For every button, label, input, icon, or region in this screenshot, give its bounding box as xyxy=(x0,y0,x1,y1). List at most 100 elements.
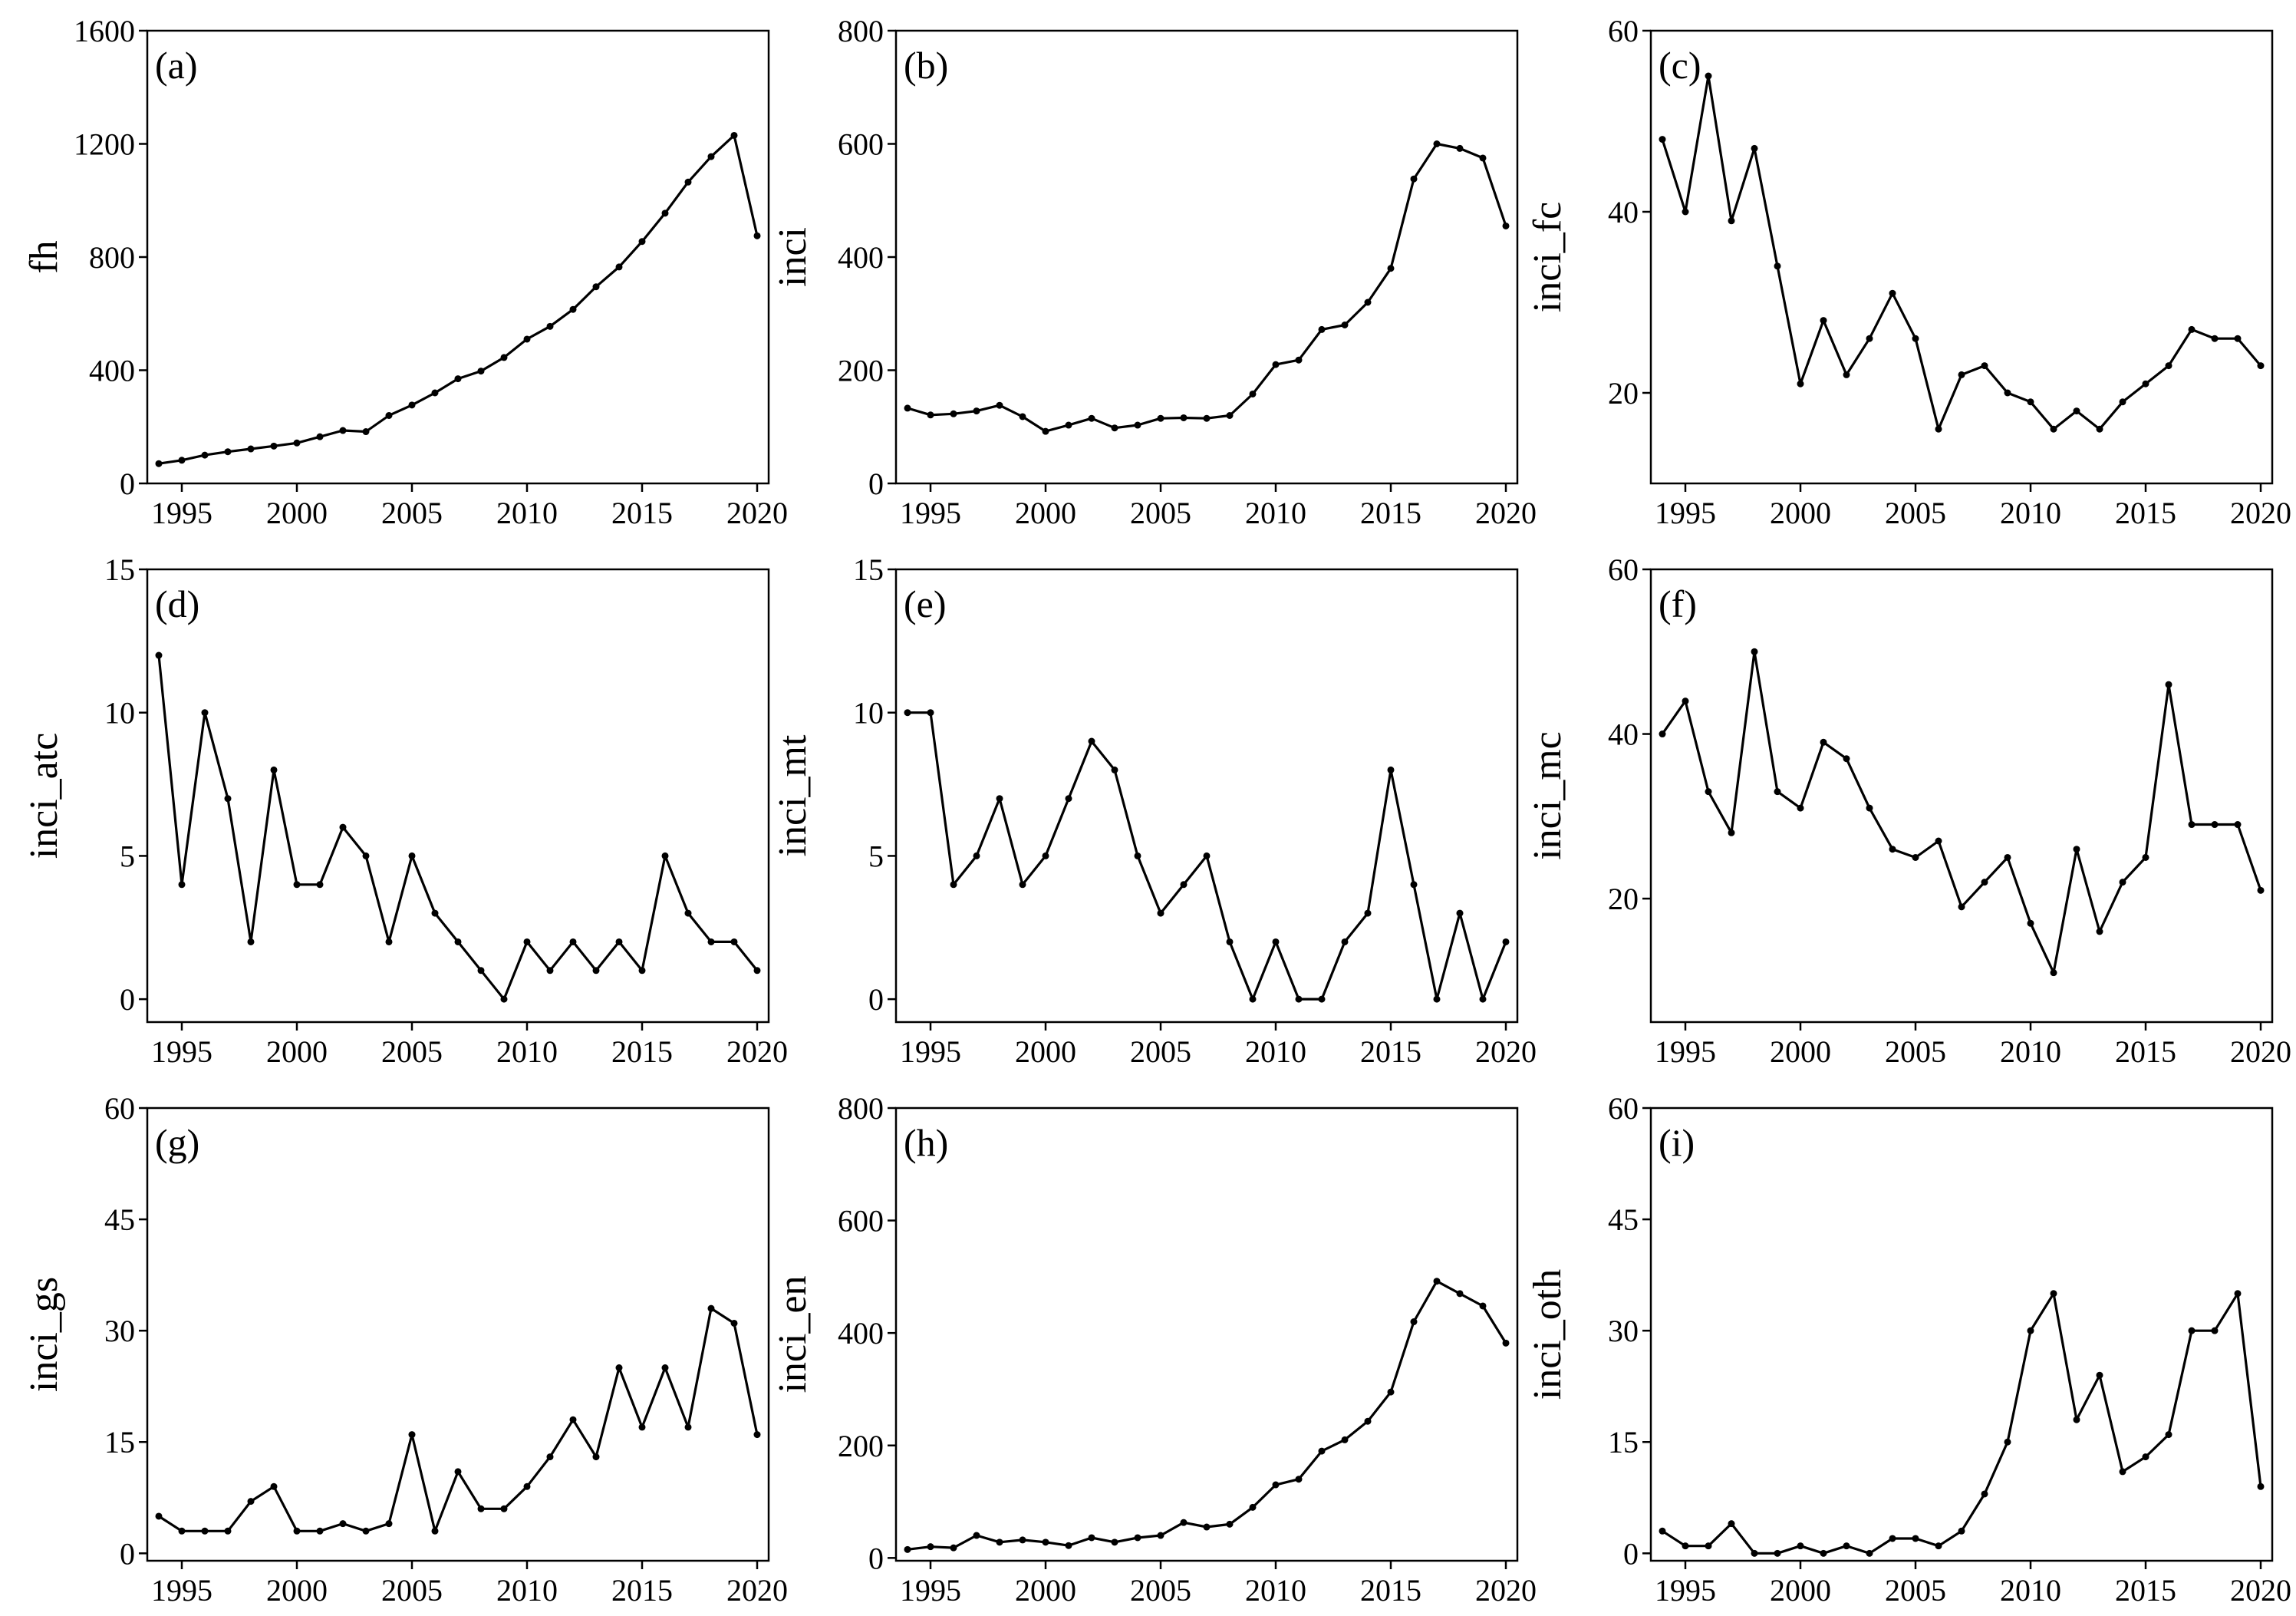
data-point-d xyxy=(155,651,163,659)
y-tick-label-e: 5 xyxy=(868,839,884,873)
data-point-e xyxy=(1295,995,1303,1003)
data-point-h xyxy=(1318,1447,1326,1455)
y-tick-label-b: 400 xyxy=(838,240,884,275)
panel-label-c: (c) xyxy=(1659,44,1701,87)
y-tick-label-a: 1200 xyxy=(74,127,135,162)
data-point-e xyxy=(1456,909,1464,917)
data-point-f xyxy=(1682,698,1689,705)
data-point-g xyxy=(753,1431,761,1439)
x-tick-label-c: 2010 xyxy=(2000,496,2061,530)
data-point-d xyxy=(684,909,692,917)
panel-label-a: (a) xyxy=(155,44,198,87)
data-point-f xyxy=(1728,829,1735,836)
data-point-i xyxy=(1659,1527,1666,1535)
data-point-a xyxy=(661,209,669,217)
data-point-i xyxy=(1843,1542,1850,1550)
data-point-b xyxy=(1456,144,1464,152)
data-point-e xyxy=(1272,938,1280,945)
data-point-h xyxy=(950,1544,957,1552)
data-point-i xyxy=(1866,1549,1873,1557)
data-point-a xyxy=(362,428,370,436)
data-point-i xyxy=(1751,1549,1758,1557)
data-point-h xyxy=(1249,1503,1257,1511)
series-line-g xyxy=(158,1307,759,1532)
data-point-c xyxy=(2050,425,2057,433)
data-point-f xyxy=(1705,788,1712,796)
data-point-f xyxy=(2165,681,2172,688)
data-point-d xyxy=(523,938,531,945)
data-point-a xyxy=(569,305,577,313)
data-point-h xyxy=(996,1538,1003,1546)
data-point-c xyxy=(1751,144,1758,152)
data-point-d xyxy=(339,823,347,831)
x-tick-label-b: 2010 xyxy=(1245,496,1306,530)
data-point-c xyxy=(1820,317,1827,325)
data-point-g xyxy=(431,1527,439,1535)
x-tick-label-d: 1995 xyxy=(151,1034,212,1069)
data-point-e xyxy=(927,709,934,717)
data-point-d xyxy=(707,938,715,945)
data-point-e xyxy=(1065,795,1072,803)
data-point-d xyxy=(293,881,301,889)
data-point-h xyxy=(1019,1536,1026,1544)
y-tick-label-a: 0 xyxy=(120,467,135,501)
x-tick-label-g: 2020 xyxy=(726,1573,788,1608)
data-point-e xyxy=(973,852,980,859)
data-point-g xyxy=(523,1482,531,1490)
x-tick-label-d: 2010 xyxy=(496,1034,558,1069)
data-point-i xyxy=(2188,1327,2196,1334)
panel-c: inci_fc (c) 20 40 60 1995 2000 2005 2010 2015 20… xyxy=(1526,14,2291,530)
series-line-b xyxy=(907,142,1507,433)
data-point-b xyxy=(1272,361,1280,368)
y-tick-label-e: 10 xyxy=(853,696,884,730)
y-tick-label-d: 15 xyxy=(104,552,135,587)
data-point-i xyxy=(2211,1327,2219,1334)
data-point-c xyxy=(2004,389,2011,397)
data-point-d xyxy=(201,709,209,717)
data-point-d xyxy=(408,852,416,859)
data-point-i xyxy=(2004,1438,2011,1446)
x-tick-label-i: 2010 xyxy=(2000,1573,2061,1608)
y-tick-label-h: 200 xyxy=(838,1429,884,1463)
y-tick-label-a: 1600 xyxy=(74,14,135,48)
data-point-g xyxy=(730,1319,738,1327)
data-point-b xyxy=(1134,421,1141,429)
data-point-b xyxy=(996,401,1003,409)
data-point-f xyxy=(1751,648,1758,655)
data-point-f xyxy=(2073,846,2080,853)
x-tick-label-f: 2020 xyxy=(2230,1034,2291,1069)
data-point-d xyxy=(224,795,232,803)
data-point-g xyxy=(247,1498,255,1506)
x-tick-label-e: 2020 xyxy=(1475,1034,1537,1069)
panel-b: inci (b) 0 200 400 600 800 1995 2000 2005 2010 20… xyxy=(771,14,1537,530)
data-point-i xyxy=(1797,1542,1804,1550)
data-point-d xyxy=(730,938,738,945)
y-tick-label-g: 0 xyxy=(120,1536,135,1571)
y-tick-label-e: 0 xyxy=(868,982,884,1017)
data-point-a xyxy=(155,460,163,467)
y-tick-label-e: 15 xyxy=(853,552,884,587)
panel-f: inci_mc (f) 20 40 60 1995 2000 2005 2010 2015 20… xyxy=(1526,552,2291,1069)
x-tick-label-g: 2000 xyxy=(266,1573,328,1608)
data-point-a xyxy=(500,354,508,361)
y-tick-label-b: 800 xyxy=(838,14,884,48)
data-point-d xyxy=(592,967,600,975)
x-tick-label-d: 2015 xyxy=(611,1034,673,1069)
x-tick-label-c: 2005 xyxy=(1885,496,1946,530)
data-point-b xyxy=(1180,414,1188,421)
x-tick-label-g: 2010 xyxy=(496,1573,558,1608)
plot-frame-g xyxy=(146,1106,770,1562)
data-point-e xyxy=(1134,852,1141,859)
data-point-e xyxy=(1157,909,1164,917)
x-tick-label-e: 2010 xyxy=(1245,1034,1306,1069)
x-tick-label-a: 2000 xyxy=(266,496,328,530)
data-point-i xyxy=(2027,1327,2034,1334)
x-tick-label-c: 2020 xyxy=(2230,496,2291,530)
data-point-g xyxy=(155,1512,163,1520)
data-point-g xyxy=(201,1527,209,1535)
data-point-c xyxy=(2073,407,2080,415)
panel-label-i: (i) xyxy=(1659,1121,1695,1164)
x-tick-label-h: 2010 xyxy=(1245,1573,1306,1608)
data-point-g xyxy=(385,1520,393,1528)
data-point-c xyxy=(1981,362,1988,370)
